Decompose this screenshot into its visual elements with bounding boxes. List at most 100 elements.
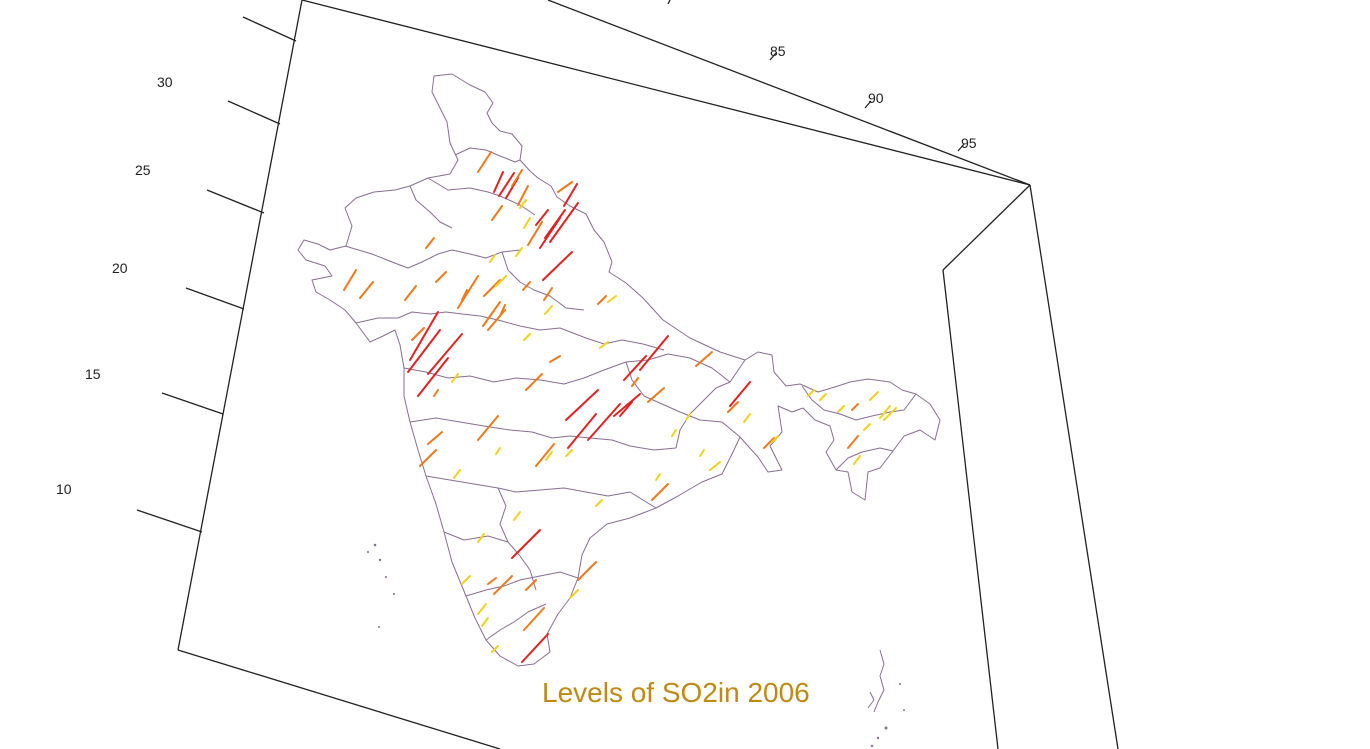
so2-marker bbox=[359, 281, 374, 299]
so2-marker bbox=[435, 271, 447, 283]
so2-marker bbox=[655, 473, 661, 481]
plot-frame bbox=[177, 0, 1119, 749]
so2-marker bbox=[343, 269, 357, 291]
so2-marker bbox=[595, 499, 603, 507]
lat-tick-label: 30 bbox=[157, 74, 173, 90]
so2-marker bbox=[425, 237, 435, 249]
so2-marker bbox=[613, 393, 641, 417]
so2-marker bbox=[727, 401, 739, 413]
so2-marker bbox=[461, 575, 471, 585]
so2-marker bbox=[427, 431, 443, 445]
so2-marker bbox=[699, 449, 705, 457]
so2-marker bbox=[647, 387, 665, 403]
so2-marker bbox=[451, 373, 459, 383]
so2-marker bbox=[549, 355, 561, 363]
so2-marker bbox=[457, 275, 479, 309]
so2-marker bbox=[853, 455, 861, 465]
so2-marker bbox=[493, 171, 504, 193]
lon-tick-label: 85 bbox=[770, 43, 786, 59]
so2-marker bbox=[489, 254, 496, 263]
so2-marker bbox=[671, 429, 677, 437]
so2-marker bbox=[481, 617, 489, 627]
so2-marker bbox=[851, 403, 859, 411]
so2-marker bbox=[491, 645, 499, 653]
so2-marker bbox=[557, 181, 573, 193]
so2-marker bbox=[427, 333, 463, 375]
so2-marker bbox=[819, 393, 827, 401]
so2-marker bbox=[623, 355, 647, 381]
so2-marker bbox=[515, 247, 523, 257]
so2-marker bbox=[409, 311, 439, 361]
so2-marker bbox=[542, 251, 573, 281]
so2-marker bbox=[417, 357, 449, 397]
so2-marker bbox=[863, 423, 871, 431]
so2-marker bbox=[563, 183, 578, 207]
so2-marker bbox=[771, 435, 779, 443]
lon-tick-label: 95 bbox=[961, 135, 977, 151]
so2-marker bbox=[523, 217, 531, 229]
so2-marker bbox=[513, 511, 521, 521]
so2-marker bbox=[521, 633, 549, 663]
so2-marker bbox=[527, 221, 543, 246]
so2-marker bbox=[577, 561, 597, 581]
so2-marker bbox=[525, 579, 537, 591]
so2-marker bbox=[631, 377, 639, 387]
so2-marker bbox=[544, 305, 553, 315]
latitude-axis: 30 25 20 15 10 bbox=[56, 16, 297, 533]
so2-marker bbox=[807, 389, 815, 397]
so2-marker bbox=[495, 447, 501, 455]
so2-marker bbox=[477, 151, 492, 173]
so2-marker bbox=[883, 407, 897, 421]
so2-marker bbox=[493, 575, 513, 595]
map-title: Levels of SO2in 2006 bbox=[542, 677, 810, 708]
longitude-axis: 85 90 95 bbox=[769, 43, 977, 152]
so2-marker bbox=[651, 483, 669, 501]
so2-marker bbox=[477, 415, 499, 441]
so2-marker bbox=[477, 603, 487, 615]
so2-marker bbox=[607, 295, 617, 303]
so2-marker bbox=[407, 329, 441, 373]
so2-marker bbox=[453, 469, 461, 479]
so2-marker bbox=[869, 391, 879, 401]
so2-marker bbox=[499, 304, 506, 317]
so2-marker bbox=[433, 389, 439, 397]
so2-marker bbox=[419, 449, 437, 467]
so2-marker bbox=[639, 335, 669, 371]
so2-marker bbox=[545, 451, 553, 461]
so2-marker bbox=[522, 281, 531, 291]
so2-marker bbox=[619, 401, 633, 417]
so2-marker bbox=[523, 607, 545, 631]
so2-marker bbox=[543, 287, 553, 301]
so2-marker bbox=[535, 209, 549, 226]
so2-marker bbox=[495, 275, 507, 287]
so2-level-markers bbox=[343, 151, 897, 663]
so2-marker bbox=[483, 279, 501, 297]
so2-marker bbox=[544, 209, 566, 239]
so2-marker bbox=[565, 389, 599, 421]
lat-tick-label: 15 bbox=[85, 366, 101, 382]
so2-marker bbox=[477, 533, 485, 543]
so2-marker bbox=[709, 461, 721, 471]
so2-marker bbox=[461, 289, 468, 301]
so2-marker bbox=[487, 577, 497, 585]
so2-marker bbox=[847, 435, 859, 449]
islands bbox=[367, 543, 905, 748]
india-map-borders bbox=[297, 73, 941, 667]
so2-marker bbox=[565, 449, 573, 457]
so2-marker bbox=[743, 413, 751, 423]
so2-marker bbox=[498, 172, 515, 197]
so2-marker bbox=[491, 205, 503, 221]
so2-marker bbox=[404, 285, 417, 301]
so2-marker bbox=[567, 413, 597, 449]
so2-marker bbox=[511, 529, 541, 559]
so2-marker bbox=[879, 405, 891, 419]
so2-marker bbox=[763, 437, 775, 449]
lat-tick-label: 10 bbox=[56, 481, 72, 497]
so2-marker bbox=[837, 405, 845, 413]
so2-marker bbox=[729, 381, 751, 407]
so2-marker bbox=[599, 341, 609, 349]
so2-marker bbox=[411, 327, 425, 341]
so2-marker bbox=[597, 295, 607, 305]
so2-marker bbox=[517, 185, 529, 206]
